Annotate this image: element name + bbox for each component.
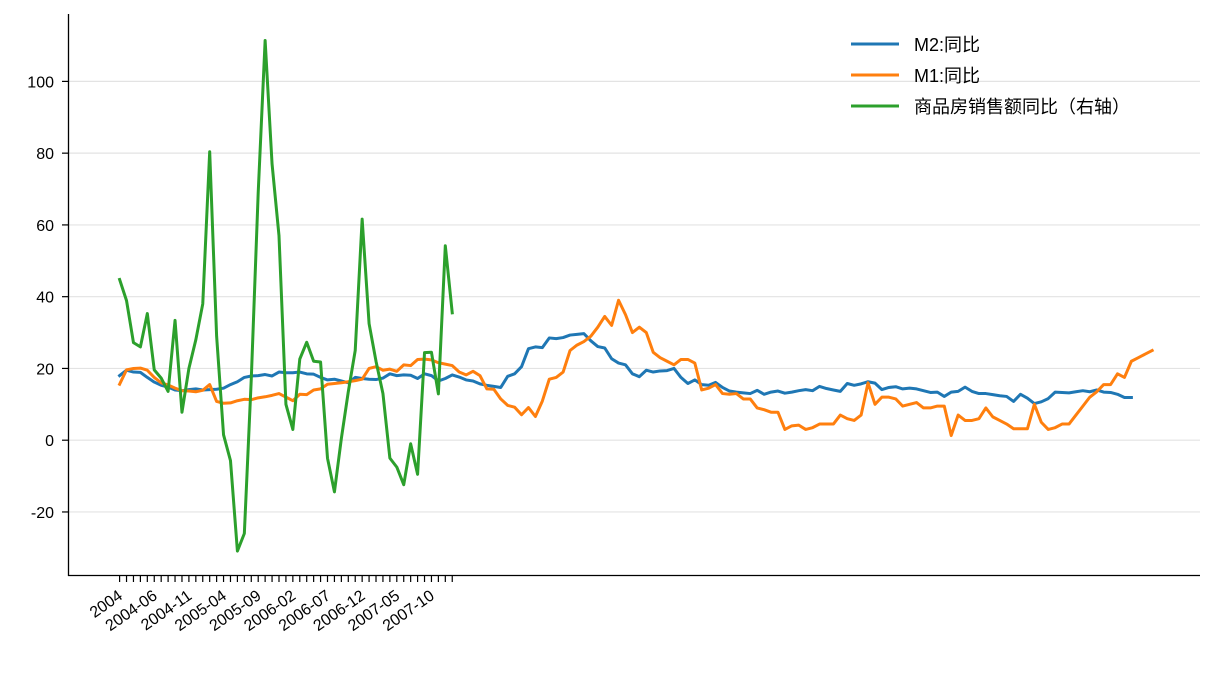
gridlines — [68, 80, 1200, 513]
y-tick-label: 60 — [36, 218, 54, 235]
y-tick-label: 40 — [36, 290, 54, 307]
y-tick-label: 80 — [36, 146, 54, 163]
series-lines — [117, 39, 1155, 553]
axes — [67, 14, 1200, 577]
legend-label: 商品房销售额同比（右轴） — [914, 97, 1130, 117]
x-ticks: 20042004-062004-112005-042005-092006-022… — [87, 576, 453, 635]
series-line-1 — [117, 332, 1133, 406]
y-ticks: -20 0 20 40 60 80 100 — [27, 74, 68, 522]
y-tick-label: 0 — [45, 433, 54, 450]
series-line-3 — [117, 39, 454, 553]
legend-label: M1:同比 — [914, 66, 980, 86]
y-tick-label: -20 — [31, 505, 54, 522]
y-tick-label: 100 — [27, 74, 54, 91]
series-line-2 — [117, 298, 1155, 438]
legend-label: M2:同比 — [914, 35, 980, 55]
y-tick-label: 20 — [36, 361, 54, 378]
